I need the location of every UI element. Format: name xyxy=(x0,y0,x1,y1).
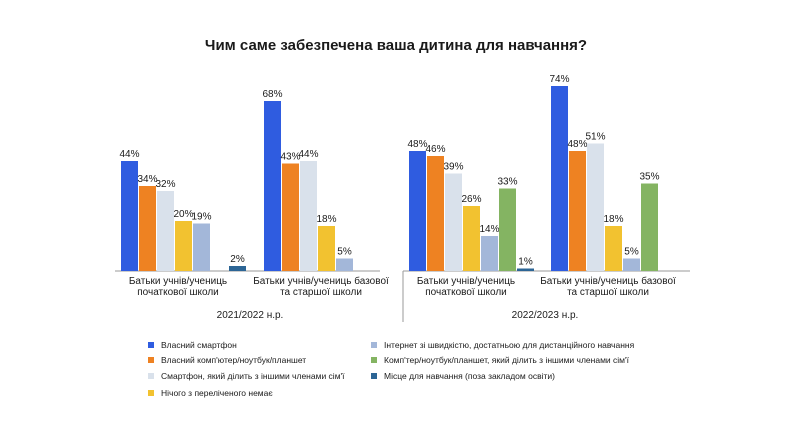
data-label: 2% xyxy=(230,254,245,265)
legend-swatch xyxy=(371,342,377,348)
bar-1 xyxy=(264,101,281,271)
legend-label: Комп'тер/ноутбук/планшет, який ділить з … xyxy=(384,355,630,365)
data-label: 39% xyxy=(443,162,463,173)
legend-swatch xyxy=(148,357,154,363)
bar-7 xyxy=(229,266,246,271)
data-label: 18% xyxy=(316,214,336,225)
legend-item: Власний комп'ютер/ноутбук/планшет xyxy=(148,355,306,365)
bar-4 xyxy=(463,206,480,271)
bar-5 xyxy=(481,236,498,271)
data-label: 5% xyxy=(624,247,639,258)
bar-1 xyxy=(551,86,568,271)
bar-5 xyxy=(623,258,640,271)
data-label: 35% xyxy=(639,172,659,183)
bar-4 xyxy=(318,226,335,271)
data-label: 26% xyxy=(461,194,481,205)
bar-6 xyxy=(641,183,658,271)
bar-3 xyxy=(587,143,604,271)
legend-item: Інтернет зі швидкістю, достатньою для ди… xyxy=(371,340,634,350)
bar-1 xyxy=(409,151,426,271)
bar-3 xyxy=(300,161,317,271)
data-label: 48% xyxy=(407,139,427,150)
bar-2 xyxy=(282,163,299,271)
category-label: Батьки учнів/учениць xyxy=(129,276,227,287)
data-label: 46% xyxy=(425,144,445,155)
legend-item: Нічого з переліченого немає xyxy=(148,388,273,398)
data-label: 51% xyxy=(585,132,605,143)
bar-2 xyxy=(139,186,156,271)
period-label: 2022/2023 н.р. xyxy=(512,310,579,321)
data-label: 44% xyxy=(119,149,139,160)
data-label: 19% xyxy=(191,212,211,223)
category-label: Батьки учнів/учениць базової xyxy=(540,275,676,287)
data-label: 74% xyxy=(549,74,569,85)
bar-7 xyxy=(517,268,534,271)
legend-label: Нічого з переліченого немає xyxy=(161,388,273,398)
bar-4 xyxy=(175,221,192,271)
data-label: 33% xyxy=(497,177,517,188)
bar-1 xyxy=(121,161,138,271)
period-label: 2021/2022 н.р. xyxy=(217,310,284,321)
category-label: та старшої школи xyxy=(280,287,362,298)
data-label: 5% xyxy=(337,247,352,258)
data-label: 43% xyxy=(280,152,300,163)
legend-label: Інтернет зі швидкістю, достатньою для ди… xyxy=(384,340,635,350)
legend-label: Власний смартфон xyxy=(161,340,237,350)
legend-swatch xyxy=(148,390,154,396)
chart-title: Чим саме забезпечена ваша дитина для нав… xyxy=(205,37,587,54)
legend-swatch xyxy=(371,357,377,363)
legend-item: Комп'тер/ноутбук/планшет, який ділить з … xyxy=(371,355,629,365)
legend-item: Власний смартфон xyxy=(148,340,237,350)
data-label: 68% xyxy=(262,89,282,100)
legend-item: Смартфон, який ділить з іншими членами с… xyxy=(148,371,345,381)
bar-4 xyxy=(605,226,622,271)
legend-label: Місце для навчання (поза закладом освіти… xyxy=(384,371,555,381)
data-label: 18% xyxy=(603,214,623,225)
data-label: 14% xyxy=(479,224,499,235)
legend-label: Смартфон, який ділить з іншими членами с… xyxy=(161,371,345,381)
data-label: 44% xyxy=(298,149,318,160)
data-label: 1% xyxy=(518,257,533,268)
category-label: та старшої школи xyxy=(567,287,649,298)
legend-label: Власний комп'ютер/ноутбук/планшет xyxy=(161,355,307,365)
bar-5 xyxy=(193,223,210,271)
data-label: 32% xyxy=(155,179,175,190)
legend-swatch xyxy=(148,342,154,348)
legend-swatch xyxy=(148,373,154,379)
category-label: Батьки учнів/учениць xyxy=(417,276,515,287)
category-label: Батьки учнів/учениць базової xyxy=(253,275,389,287)
bar-3 xyxy=(445,173,462,271)
bar-2 xyxy=(427,156,444,271)
data-label: 48% xyxy=(567,139,587,150)
category-label: початкової школи xyxy=(425,287,507,298)
category-label: початкової школи xyxy=(137,287,219,298)
legend-item: Місце для навчання (поза закладом освіти… xyxy=(371,371,555,381)
bar-5 xyxy=(336,258,353,271)
bar-6 xyxy=(499,188,516,271)
data-label: 20% xyxy=(173,209,193,220)
bar-3 xyxy=(157,191,174,271)
data-label: 34% xyxy=(137,174,157,185)
bar-2 xyxy=(569,151,586,271)
legend-swatch xyxy=(371,373,377,379)
